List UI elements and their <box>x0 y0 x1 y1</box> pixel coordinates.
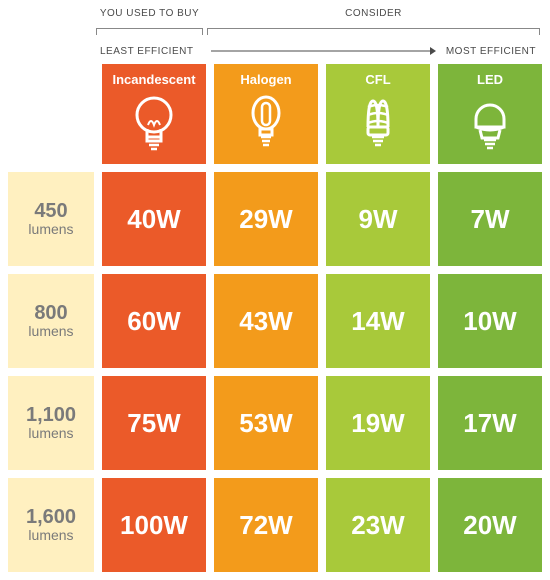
lumens-unit: lumens <box>28 324 73 339</box>
lumens-value: 1,100 <box>26 405 76 426</box>
wattage-cell: 60W <box>102 274 206 368</box>
wattage-cell: 17W <box>438 376 542 470</box>
top-category-labels: YOU USED TO BUY CONSIDER <box>8 8 542 28</box>
wattage-cell: 9W <box>326 172 430 266</box>
bulb-incandescent-icon <box>126 91 182 155</box>
bracket-row <box>8 28 542 38</box>
wattage-cell: 53W <box>214 376 318 470</box>
lumens-unit: lumens <box>28 426 73 441</box>
column-header-cfl: CFL <box>326 64 430 164</box>
wattage-cell: 75W <box>102 376 206 470</box>
lumens-value: 800 <box>34 303 67 324</box>
wattage-cell: 40W <box>102 172 206 266</box>
lumens-unit: lumens <box>28 528 73 543</box>
label-you-used-to-buy: YOU USED TO BUY <box>94 8 205 28</box>
bulb-led-icon <box>462 91 518 155</box>
wattage-cell: 7W <box>438 172 542 266</box>
label-least-efficient: LEAST EFFICIENT <box>94 46 205 57</box>
row-header-lumens: 1,600lumens <box>8 478 94 572</box>
label-most-efficient: MOST EFFICIENT <box>442 46 542 57</box>
wattage-cell: 10W <box>438 274 542 368</box>
wattage-cell: 100W <box>102 478 206 572</box>
wattage-cell: 20W <box>438 478 542 572</box>
label-consider: CONSIDER <box>205 8 542 28</box>
row-header-lumens: 800lumens <box>8 274 94 368</box>
wattage-cell: 72W <box>214 478 318 572</box>
efficiency-scale: LEAST EFFICIENT MOST EFFICIENT <box>8 38 542 64</box>
column-header-led: LED <box>438 64 542 164</box>
column-header-label: Incandescent <box>112 72 195 87</box>
lumens-value: 1,600 <box>26 507 76 528</box>
column-header-halogen: Halogen <box>214 64 318 164</box>
lumens-value: 450 <box>34 201 67 222</box>
column-header-incandescent: Incandescent <box>102 64 206 164</box>
wattage-cell: 29W <box>214 172 318 266</box>
column-header-label: LED <box>477 72 503 87</box>
wattage-cell: 14W <box>326 274 430 368</box>
wattage-cell: 23W <box>326 478 430 572</box>
comparison-table: IncandescentHalogenCFLLED450lumens40W29W… <box>8 64 542 572</box>
column-header-label: Halogen <box>240 72 291 87</box>
row-header-lumens: 1,100lumens <box>8 376 94 470</box>
row-header-lumens: 450lumens <box>8 172 94 266</box>
bulb-halogen-icon <box>238 91 294 155</box>
bulb-cfl-icon <box>350 91 406 155</box>
wattage-cell: 43W <box>214 274 318 368</box>
efficiency-arrow-icon <box>211 46 436 56</box>
lumens-unit: lumens <box>28 222 73 237</box>
column-header-label: CFL <box>365 72 390 87</box>
wattage-cell: 19W <box>326 376 430 470</box>
